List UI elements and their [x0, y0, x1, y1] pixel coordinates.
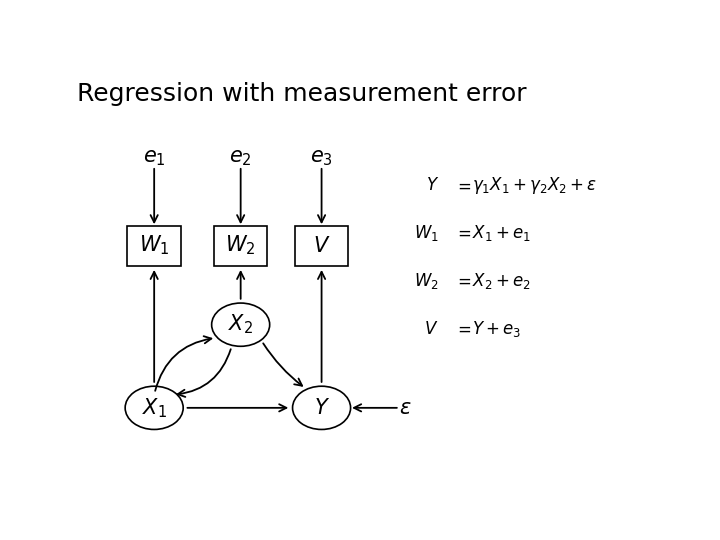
Text: $V$: $V$ — [312, 235, 330, 255]
Text: $e_3$: $e_3$ — [310, 148, 333, 168]
Text: $X_1 + e_1$: $X_1 + e_1$ — [472, 223, 531, 243]
Circle shape — [212, 303, 270, 346]
Text: $=$: $=$ — [454, 224, 472, 242]
FancyBboxPatch shape — [214, 226, 267, 266]
Text: Regression with measurement error: Regression with measurement error — [77, 82, 527, 106]
Circle shape — [125, 386, 183, 429]
FancyBboxPatch shape — [127, 226, 181, 266]
Text: $=$: $=$ — [454, 272, 472, 290]
Text: $W_2$: $W_2$ — [414, 271, 438, 291]
Text: $=$: $=$ — [454, 320, 472, 338]
Text: $X_2 + e_2$: $X_2 + e_2$ — [472, 271, 531, 291]
Text: $W_1$: $W_1$ — [414, 223, 438, 243]
Circle shape — [292, 386, 351, 429]
Text: $e_1$: $e_1$ — [143, 148, 166, 168]
FancyBboxPatch shape — [294, 226, 348, 266]
Text: $W_1$: $W_1$ — [139, 234, 169, 258]
Text: $e_2$: $e_2$ — [229, 148, 252, 168]
Text: $=$: $=$ — [454, 177, 472, 194]
Text: $X_2$: $X_2$ — [228, 313, 253, 336]
Text: $Y + e_3$: $Y + e_3$ — [472, 319, 521, 339]
Text: $Y$: $Y$ — [426, 177, 438, 194]
Text: $\gamma_1 X_1 + \gamma_2 X_2 + \epsilon$: $\gamma_1 X_1 + \gamma_2 X_2 + \epsilon$ — [472, 175, 598, 196]
Text: $\epsilon$: $\epsilon$ — [399, 398, 412, 418]
Text: $X_1$: $X_1$ — [142, 396, 167, 420]
Text: $V$: $V$ — [424, 320, 438, 338]
Text: $Y$: $Y$ — [313, 398, 330, 418]
Text: $W_2$: $W_2$ — [225, 234, 256, 258]
